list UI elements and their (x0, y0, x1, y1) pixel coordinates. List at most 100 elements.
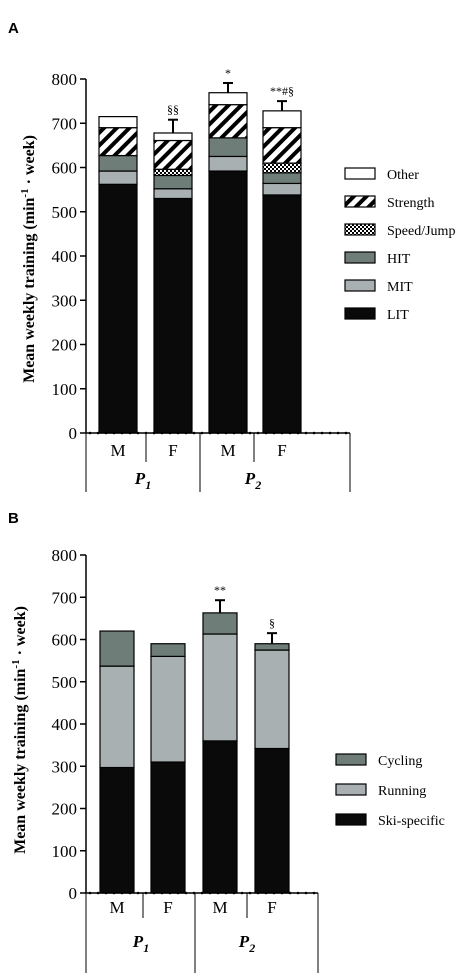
error-bar-4 (267, 632, 277, 644)
panel-label-b: B (8, 510, 19, 527)
x-axis-dot (280, 891, 284, 895)
x-axis-dot (272, 891, 276, 895)
x-axis-dot (200, 891, 204, 895)
y-tick-label: 500 (52, 203, 78, 222)
legend-swatch (335, 813, 367, 826)
bar-segment-lit-3 (208, 170, 248, 434)
x-axis-dot (344, 431, 348, 435)
bar-segment-mit-4 (262, 182, 302, 196)
y-axis-title-sup-b: -1 (10, 659, 22, 668)
group-label-1: P1 (132, 932, 149, 955)
legend-item-running: Running (335, 783, 426, 799)
x-axis-dot (104, 431, 108, 435)
x-axis-dot (216, 431, 220, 435)
x-axis-dot (208, 891, 212, 895)
category-label-4: F (277, 441, 286, 460)
x-axis-dot (256, 891, 260, 895)
x-axis-dot (328, 431, 332, 435)
y-tick-label: 800 (52, 546, 78, 565)
x-axis-dot (144, 891, 148, 895)
y-axis-title-end-b: · week) (12, 606, 29, 659)
group-label-2: P2 (238, 932, 255, 955)
legend-swatch (335, 783, 367, 796)
x-axis-dot (216, 891, 220, 895)
bar-segment-speed-jump-4 (262, 162, 302, 174)
legend-item-speed-jump: Speed/Jump (344, 223, 455, 239)
x-axis-dot (176, 431, 180, 435)
y-axis-title-a: Mean weekly training (min-1 · week) (19, 135, 38, 383)
x-axis-dot (168, 431, 172, 435)
x-axis-dot (288, 431, 292, 435)
significance-label-3: ** (214, 583, 226, 597)
bar-segment-lit-2 (153, 197, 193, 434)
bar-segment-lit-4 (262, 194, 302, 434)
y-tick-label: 300 (52, 291, 78, 310)
x-axis-dot (88, 431, 92, 435)
bar-segment-running-4 (254, 649, 290, 750)
x-axis-dot (136, 431, 140, 435)
x-axis-dot (96, 891, 100, 895)
x-axis-dot (264, 891, 268, 895)
category-label-4: F (267, 898, 276, 917)
significance-label-4: **#§ (270, 84, 294, 98)
legend-swatch (344, 195, 376, 208)
bar-segment-mit-3 (208, 155, 248, 172)
bar-segment-lit-1 (98, 183, 138, 434)
legend-item-strength: Strength (344, 195, 434, 211)
bar-segment-running-2 (150, 655, 186, 763)
category-label-2: F (168, 441, 177, 460)
significance-label-2: §§ (167, 103, 179, 117)
x-axis-dot (88, 891, 92, 895)
bar-segment-hit-1 (98, 154, 138, 172)
bar-segment-ski-specific-3 (202, 740, 238, 894)
x-axis-dot (232, 891, 236, 895)
category-label-3: M (220, 441, 235, 460)
legend-swatch (344, 307, 376, 320)
x-axis-dot (136, 891, 140, 895)
legend-item-cycling: Cycling (335, 753, 422, 769)
category-label-2: F (163, 898, 172, 917)
x-axis-dot (104, 891, 108, 895)
bar-segment-strength-1 (98, 127, 138, 157)
x-axis-dot (208, 431, 212, 435)
y-axis-title-main-a: Mean weekly training (min (21, 197, 38, 382)
x-axis-dot (168, 891, 172, 895)
x-axis-dot (304, 431, 308, 435)
group-label-2: P2 (244, 469, 261, 492)
bar-segment-running-1 (99, 665, 135, 769)
legend-swatch (344, 167, 376, 180)
bar-segment-strength-4 (262, 127, 302, 164)
x-axis-dot (336, 431, 340, 435)
bar-segment-ski-specific-4 (254, 747, 290, 894)
x-axis-dot (128, 431, 132, 435)
x-axis-dot (320, 431, 324, 435)
x-axis-dot (152, 431, 156, 435)
x-axis-dot (264, 431, 268, 435)
x-axis-dot (248, 891, 252, 895)
x-axis-dot (304, 891, 308, 895)
x-axis-dot (288, 891, 292, 895)
x-axis-dot (184, 891, 188, 895)
x-axis-dot (160, 891, 164, 895)
error-bar-4 (277, 100, 287, 111)
bar-segment-hit-3 (208, 137, 248, 158)
legend-item-mit: MIT (344, 279, 413, 295)
bar-segment-cycling-4 (254, 643, 290, 651)
bar-segment-other-1 (98, 116, 138, 129)
x-axis-dot (224, 431, 228, 435)
legend-label: HIT (387, 252, 411, 267)
bar-segment-other-4 (262, 110, 302, 129)
bar-segment-hit-4 (262, 172, 302, 185)
y-tick-label: 400 (52, 715, 78, 734)
y-tick-label: 400 (52, 247, 78, 266)
svg-text:Mean weekly training (min-1 ·: Mean weekly training (min-1 · week) (10, 606, 29, 854)
legend-label: Cycling (378, 754, 422, 769)
y-tick-label: 500 (52, 673, 78, 692)
bar-segment-ski-specific-2 (150, 761, 186, 894)
legend-item-other: Other (344, 167, 419, 183)
x-axis-dot (120, 431, 124, 435)
chart-panel-a: A Mean weekly training (min-1 · week) §§… (8, 20, 455, 492)
category-label-1: M (110, 441, 125, 460)
legend-item-hit: HIT (344, 251, 411, 267)
